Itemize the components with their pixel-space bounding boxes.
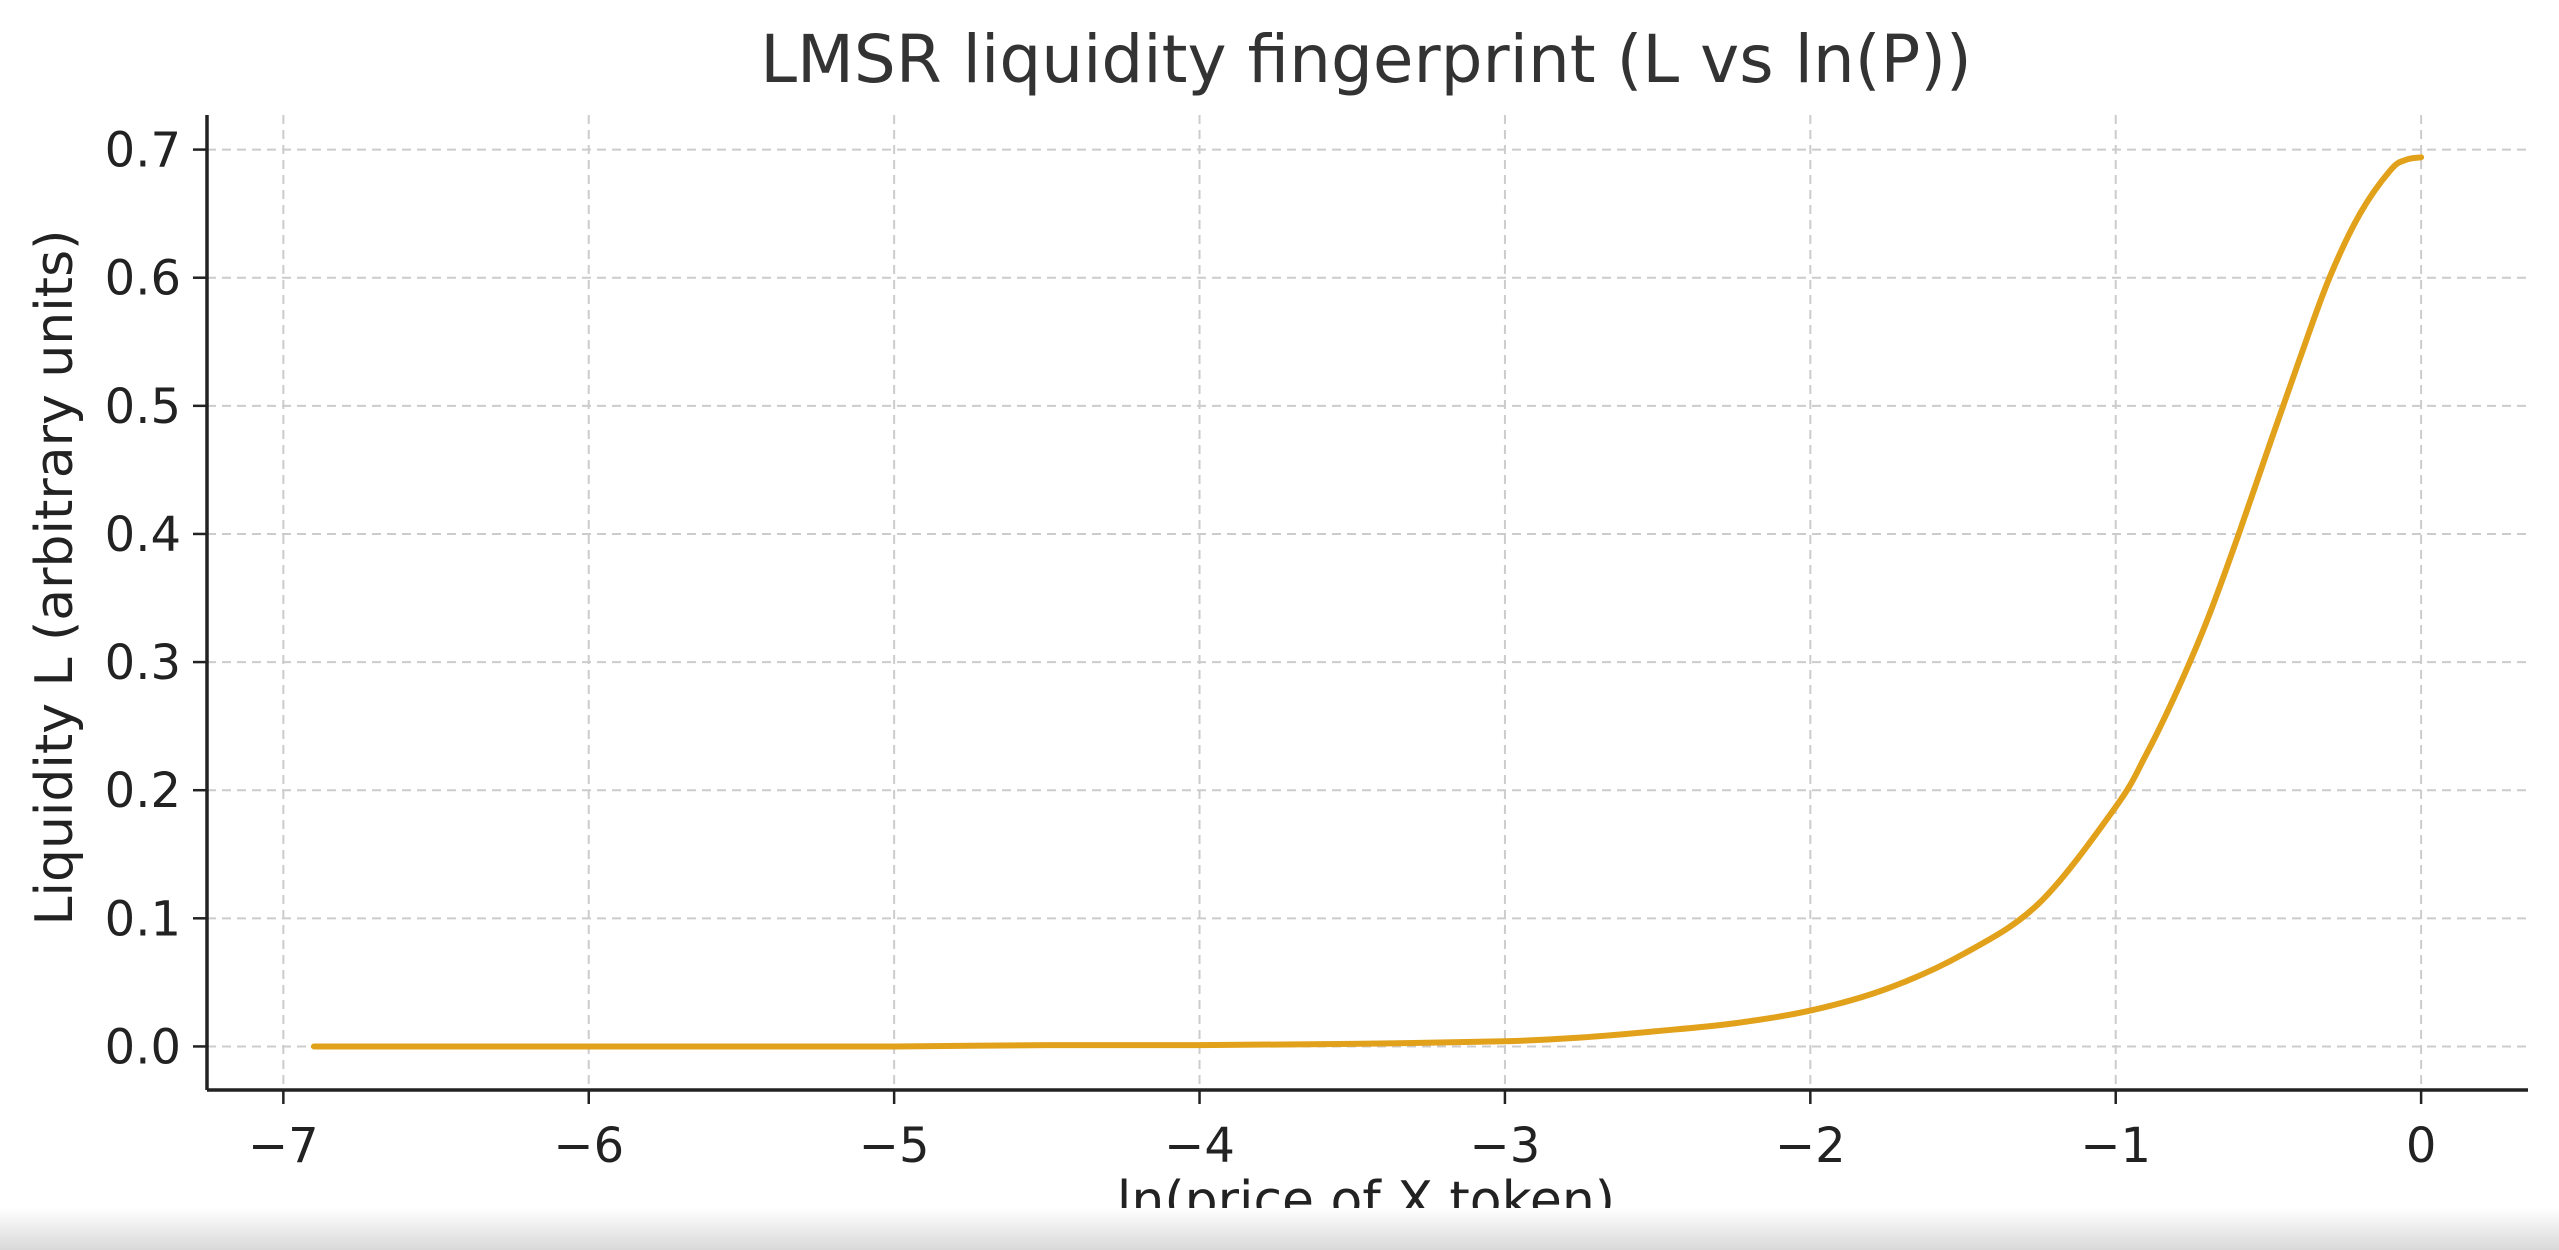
y-tick-label: 0.5 xyxy=(105,379,181,435)
series-layer xyxy=(310,154,2425,1050)
x-tick-label: −5 xyxy=(859,1118,930,1174)
axes xyxy=(205,115,2528,1092)
y-tick-label: 0.2 xyxy=(105,763,181,819)
series-line xyxy=(310,154,2425,1050)
y-tick-label: 0.0 xyxy=(105,1019,181,1075)
x-tick-label: −3 xyxy=(1470,1118,1541,1174)
x-tick-label: −1 xyxy=(2080,1118,2151,1174)
grid xyxy=(207,115,2528,1090)
chart-title: LMSR liquidity fingerprint (L vs ln(P)) xyxy=(760,21,1972,98)
y-tick-label: 0.4 xyxy=(105,507,181,563)
ticks: −7 −6 −5 −4 −3 −2 −1 0 0.0 0.1 0.2 0.3 0.4 0.5 0.6 0.7 xyxy=(105,123,2437,1174)
x-tick-label: 0 xyxy=(2406,1118,2437,1174)
y-tick-label: 0.7 xyxy=(105,123,181,179)
y-tick-label: 0.6 xyxy=(105,251,181,307)
y-tick-label: 0.1 xyxy=(105,891,181,947)
x-tick-label: −7 xyxy=(248,1118,319,1174)
y-axis-label: Liquidity L (arbitrary units) xyxy=(25,230,85,926)
y-tick-label: 0.3 xyxy=(105,635,181,691)
x-tick-label: −2 xyxy=(1775,1118,1846,1174)
x-tick-label: −6 xyxy=(553,1118,624,1174)
bottom-fade xyxy=(0,1208,2559,1250)
x-tick-label: −4 xyxy=(1164,1118,1235,1174)
